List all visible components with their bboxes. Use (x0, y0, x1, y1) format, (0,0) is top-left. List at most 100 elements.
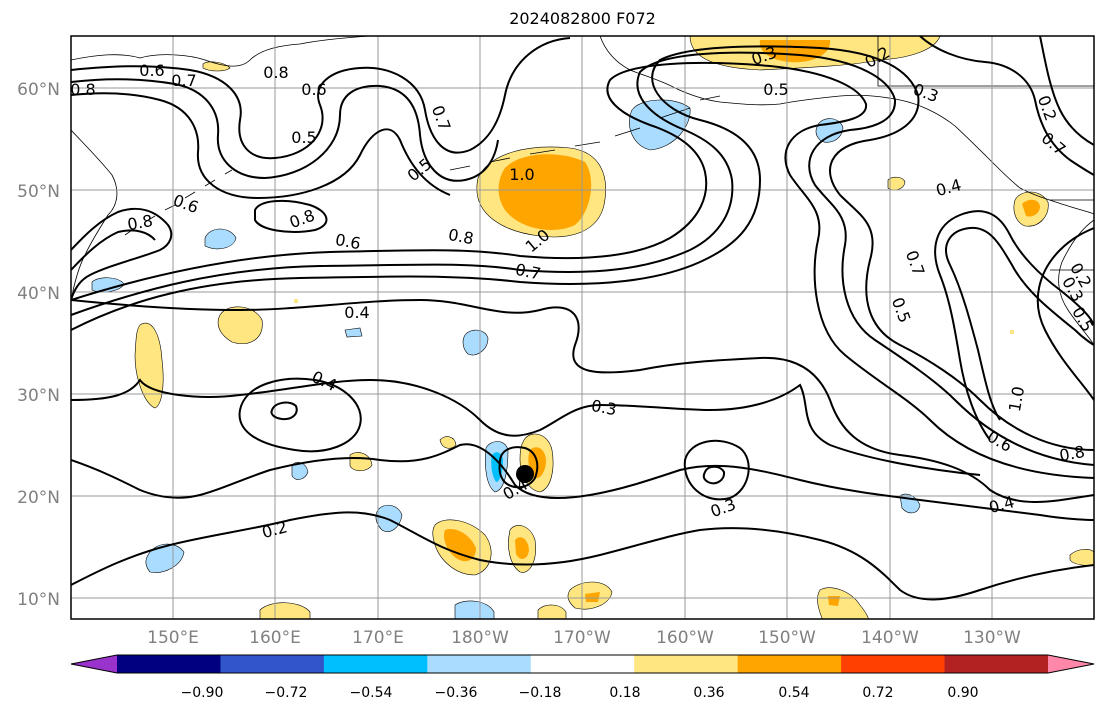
shade-lightblue-small-2 (344, 327, 363, 338)
colorbar-tick-label: −0.36 (435, 685, 478, 701)
contour-label: 0.8 (1058, 442, 1086, 465)
contour-mid-1 (71, 298, 1094, 503)
contour-label: 0.4 (309, 367, 340, 395)
contour-label: 0.2 (1034, 93, 1061, 123)
contour-label: 1.0 (509, 165, 534, 184)
lon-label: 160°E (249, 628, 301, 648)
colorbar-segment (634, 655, 739, 673)
gridlines (71, 36, 1094, 619)
lon-label: 140°W (861, 628, 919, 648)
lon-label: 130°W (963, 628, 1021, 648)
contour-label: 0.2 (260, 517, 290, 542)
contour-08-small (254, 199, 328, 233)
contour-east-2 (934, 210, 1094, 441)
colorbar-segment (220, 655, 325, 673)
storm-center-marker (516, 465, 534, 483)
contour-label: 0.8 (263, 63, 288, 82)
contour-south-02 (71, 511, 1094, 601)
colorbar-tick-label: 0.72 (862, 685, 893, 701)
shade-lightblue-small-7 (375, 504, 403, 532)
colorbar-segment (530, 655, 635, 673)
coastline-kurils (124, 169, 233, 236)
coastline-aleutians (449, 95, 721, 171)
colorbar-tick-label: 0.18 (609, 685, 640, 701)
shade-yellow-south-4 (817, 587, 869, 619)
shade-yellow-west-tropics-2 (134, 322, 164, 409)
colorbar-segment (841, 655, 946, 673)
contour-label: 0.8 (287, 206, 317, 233)
contour-label: 0.5 (763, 80, 788, 99)
contour-02 (71, 443, 1094, 521)
shade-yellow-east-edge (1069, 549, 1094, 566)
contour-05-ring (683, 439, 750, 501)
longitude-labels: 150°E 160°E 170°E 180°W 170°W 160°W 150°… (147, 628, 1021, 648)
colorbar-tick-label: 0.36 (693, 685, 724, 701)
lon-label: 160°W (656, 628, 714, 648)
shade-lightblue-japan (204, 228, 237, 250)
contour-west-1 (71, 207, 173, 301)
contour-label: 0.5 (1068, 303, 1097, 335)
contour-ts-ring (498, 446, 539, 489)
shade-lightblue-alaska (629, 99, 691, 151)
colorbar-tick-label: −0.72 (265, 685, 308, 701)
colorbar-segment (944, 655, 1049, 673)
shade-orange-north-pacific-blob (498, 154, 592, 230)
colorbar-segment (323, 655, 428, 673)
contour-label: 0.5 (888, 295, 915, 325)
shade-yellow-small-ne (887, 176, 906, 191)
contour-label: 0.4 (934, 175, 964, 200)
contour-label: 0.6 (301, 80, 326, 99)
lat-label: 10°N (17, 590, 60, 610)
shade-lightblue-south (145, 543, 185, 573)
contour-lines (71, 36, 1094, 601)
shade-orange-south-1 (444, 528, 476, 562)
contour-label: 0.7 (514, 260, 543, 284)
colorbar (70, 654, 1095, 674)
contour-label: 0.6 (984, 427, 1016, 456)
lat-label: 60°N (17, 80, 60, 100)
coastline-asia (71, 36, 371, 67)
shade-yellow-tiny-2 (294, 299, 298, 303)
map-frame (70, 35, 1095, 620)
contour-small-ring (270, 401, 298, 421)
shade-yellow-bottom-2 (537, 604, 567, 619)
contour-west-2 (71, 229, 156, 271)
latitude-labels: 60°N 50°N 40°N 30°N 20°N 10°N (17, 80, 60, 610)
colorbar-segment (427, 655, 532, 673)
shade-orange-south-2 (515, 537, 529, 559)
colorbar-extend-min (71, 655, 117, 673)
lat-label: 20°N (17, 488, 60, 508)
shade-orange-oregon (1022, 199, 1040, 217)
contour-jet-1 (71, 45, 1094, 451)
lon-label: 170°E (352, 628, 404, 648)
colorbar-outline (70, 654, 1095, 674)
lat-label: 50°N (17, 182, 60, 202)
contour-label: 0.6 (334, 230, 362, 253)
colorbar-tick-label: −0.90 (181, 685, 224, 701)
contour-label: 0.7 (171, 71, 196, 90)
contour-04-ring (238, 377, 362, 453)
map-title: 2024082800 F072 (509, 9, 656, 28)
shade-lightblue-bottom (454, 600, 495, 619)
shade-yellow-west-tropics-1 (217, 306, 263, 344)
contour-jet-2 (71, 51, 1094, 466)
contour-north-3 (71, 92, 451, 200)
contour-label: 0.5 (291, 128, 316, 147)
shade-yellow-bottom-1 (259, 602, 311, 619)
shade-yellow-small-4 (439, 436, 457, 449)
contour-label: 1.0 (1005, 385, 1028, 413)
contour-label: 0.6 (171, 191, 201, 218)
contour-label: 0.4 (344, 303, 369, 322)
contour-label: 0.6 (139, 61, 164, 80)
colorbar-tick-label: −0.54 (350, 685, 393, 701)
contour-east-1 (1036, 227, 1094, 401)
colorbar-tick-label: −0.18 (519, 685, 562, 701)
colorbar-tick-labels: −0.90 −0.72 −0.54 −0.36 −0.18 0.18 0.36 … (181, 685, 979, 701)
colorbar-segment (117, 655, 221, 673)
anomaly-shading (91, 36, 1094, 619)
colorbar-tick-label: 0.54 (778, 685, 809, 701)
shade-lightblue-small-3 (462, 329, 489, 356)
contour-05-inner (702, 465, 726, 485)
shade-yellow-small-5 (349, 452, 373, 472)
contour-north-2 (71, 78, 499, 182)
